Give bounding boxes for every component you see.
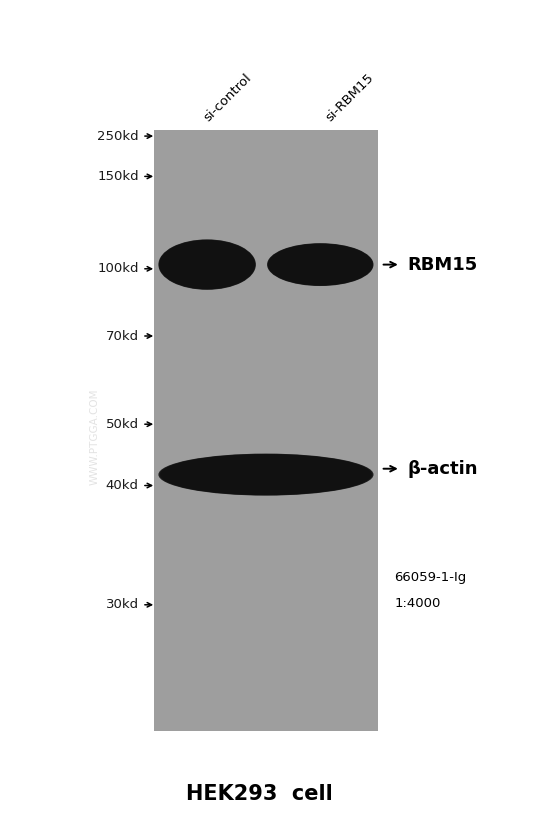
Text: 70kd: 70kd bbox=[106, 329, 139, 343]
Ellipse shape bbox=[159, 240, 255, 289]
Ellipse shape bbox=[165, 456, 367, 493]
Ellipse shape bbox=[163, 244, 251, 286]
Ellipse shape bbox=[159, 240, 255, 289]
Ellipse shape bbox=[163, 455, 369, 494]
Ellipse shape bbox=[164, 244, 251, 286]
Ellipse shape bbox=[270, 245, 370, 284]
Ellipse shape bbox=[166, 456, 366, 493]
Ellipse shape bbox=[176, 459, 356, 490]
Text: β-actin: β-actin bbox=[408, 459, 478, 478]
Text: HEK293  cell: HEK293 cell bbox=[186, 784, 333, 804]
Ellipse shape bbox=[274, 248, 366, 281]
Ellipse shape bbox=[161, 242, 253, 287]
Text: 30kd: 30kd bbox=[106, 598, 139, 612]
Ellipse shape bbox=[273, 247, 368, 282]
Ellipse shape bbox=[162, 454, 370, 495]
Text: 250kd: 250kd bbox=[97, 129, 139, 143]
Ellipse shape bbox=[269, 244, 372, 285]
Ellipse shape bbox=[168, 457, 363, 492]
Text: 100kd: 100kd bbox=[97, 262, 139, 276]
Text: si-RBM15: si-RBM15 bbox=[323, 71, 376, 124]
Ellipse shape bbox=[272, 246, 369, 283]
Ellipse shape bbox=[267, 243, 374, 286]
Ellipse shape bbox=[162, 243, 252, 286]
Ellipse shape bbox=[161, 242, 253, 287]
Ellipse shape bbox=[160, 241, 254, 288]
Ellipse shape bbox=[166, 246, 248, 283]
Ellipse shape bbox=[167, 457, 364, 492]
Text: 150kd: 150kd bbox=[97, 170, 139, 183]
Ellipse shape bbox=[273, 247, 367, 282]
Ellipse shape bbox=[158, 454, 374, 496]
Ellipse shape bbox=[171, 458, 361, 491]
Text: WWW.PTGGA.COM: WWW.PTGGA.COM bbox=[90, 389, 99, 485]
Ellipse shape bbox=[269, 244, 372, 285]
Ellipse shape bbox=[166, 245, 248, 284]
Ellipse shape bbox=[158, 239, 256, 290]
Bar bbox=[154, 130, 378, 731]
Ellipse shape bbox=[170, 457, 362, 492]
Ellipse shape bbox=[163, 243, 252, 286]
Ellipse shape bbox=[164, 244, 250, 285]
Ellipse shape bbox=[165, 244, 249, 285]
Ellipse shape bbox=[274, 248, 367, 281]
Ellipse shape bbox=[268, 244, 373, 286]
Ellipse shape bbox=[173, 459, 359, 491]
Text: 40kd: 40kd bbox=[106, 479, 139, 492]
Text: 66059-1-Ig: 66059-1-Ig bbox=[394, 571, 467, 585]
Ellipse shape bbox=[268, 244, 373, 286]
Text: RBM15: RBM15 bbox=[408, 255, 478, 274]
Text: si-control: si-control bbox=[201, 71, 254, 124]
Ellipse shape bbox=[164, 455, 368, 494]
Ellipse shape bbox=[161, 454, 371, 495]
Ellipse shape bbox=[172, 458, 360, 491]
Ellipse shape bbox=[272, 247, 368, 282]
Ellipse shape bbox=[165, 245, 249, 284]
Text: 50kd: 50kd bbox=[106, 417, 139, 431]
Ellipse shape bbox=[271, 246, 369, 283]
Ellipse shape bbox=[174, 459, 357, 491]
Text: 1:4000: 1:4000 bbox=[394, 596, 441, 610]
Ellipse shape bbox=[271, 245, 370, 284]
Ellipse shape bbox=[160, 241, 254, 288]
Ellipse shape bbox=[159, 454, 373, 496]
Ellipse shape bbox=[275, 249, 365, 281]
Ellipse shape bbox=[275, 249, 366, 281]
